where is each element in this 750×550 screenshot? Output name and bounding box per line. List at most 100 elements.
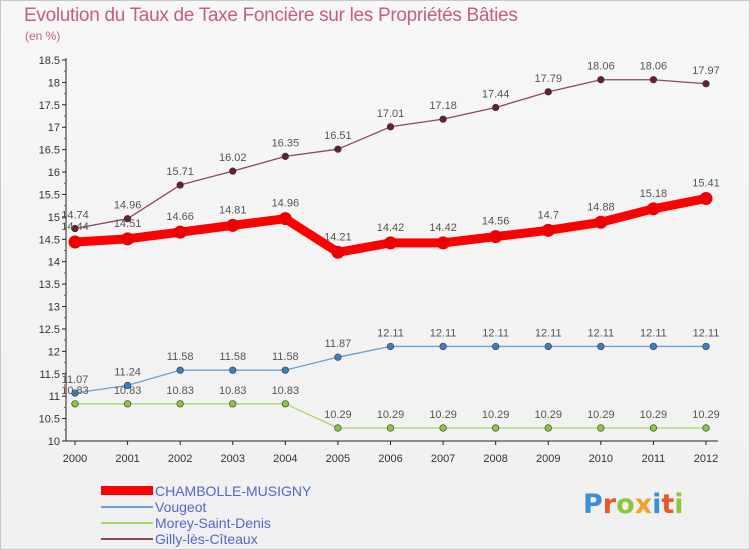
- data-point-morey-saint-denis: [229, 400, 237, 408]
- y-tick-label: 11.5: [39, 369, 60, 381]
- data-point-morey-saint-denis: [439, 424, 447, 432]
- legend-label: Morey-Saint-Denis: [155, 515, 271, 531]
- data-label-gilly-l-s-c-teaux: 17.18: [429, 100, 457, 112]
- data-point-chambolle-musigny: [646, 202, 660, 216]
- data-point-gilly-l-s-c-teaux: [544, 88, 552, 96]
- logo-letter: P: [583, 489, 603, 520]
- logo-letter: o: [616, 489, 635, 520]
- data-point-morey-saint-denis: [386, 424, 395, 432]
- data-label-vougeot: 11.87: [325, 338, 352, 350]
- y-tick-label: 18.5: [39, 55, 60, 67]
- data-label-morey-saint-denis: 10.29: [429, 409, 457, 421]
- data-point-chambolle-musigny: [226, 218, 240, 232]
- data-label-morey-saint-denis: 10.29: [587, 409, 615, 421]
- data-point-gilly-l-s-c-teaux: [702, 80, 710, 88]
- data-label-chambolle-musigny: 14.81: [219, 204, 247, 216]
- y-tick-label: 17.5: [39, 100, 60, 112]
- data-label-chambolle-musigny: 14.44: [61, 221, 89, 233]
- data-label-gilly-l-s-c-teaux: 17.01: [377, 108, 405, 120]
- legend-swatch: [101, 506, 153, 508]
- data-label-gilly-l-s-c-teaux: 16.51: [324, 130, 352, 142]
- y-tick-label: 15.5: [39, 189, 60, 201]
- y-tick-label: 15: [48, 212, 60, 224]
- data-point-vougeot: [649, 342, 658, 351]
- y-tick-label: 13.5: [39, 279, 60, 291]
- data-point-chambolle-musigny: [436, 236, 450, 250]
- data-point-vougeot: [702, 342, 710, 351]
- data-point-gilly-l-s-c-teaux: [597, 76, 605, 84]
- data-label-chambolle-musigny: 14.7: [538, 209, 559, 221]
- data-point-chambolle-musigny: [121, 232, 135, 246]
- y-tick-label: 12.5: [39, 324, 60, 336]
- data-point-chambolle-musigny: [699, 192, 713, 206]
- data-label-vougeot: 12.11: [482, 327, 509, 339]
- data-label-morey-saint-denis: 10.29: [482, 409, 510, 421]
- data-label-gilly-l-s-c-teaux: 18.06: [587, 61, 615, 73]
- data-point-morey-saint-denis: [123, 400, 132, 408]
- data-label-vougeot: 11.58: [272, 351, 299, 363]
- data-label-vougeot: 12.11: [693, 327, 720, 339]
- data-point-vougeot: [597, 342, 605, 351]
- data-label-vougeot: 12.11: [587, 327, 614, 339]
- data-label-morey-saint-denis: 10.29: [534, 409, 562, 421]
- x-tick-label: 2002: [168, 453, 192, 465]
- data-point-chambolle-musigny: [489, 230, 503, 244]
- x-tick-label: 2010: [589, 453, 613, 465]
- y-tick-label: 16.5: [39, 145, 60, 157]
- legend-item-chambolle-musigny: CHAMBOLLE-MUSIGNY: [101, 483, 401, 499]
- data-label-morey-saint-denis: 10.83: [61, 385, 89, 397]
- y-tick-label: 16: [48, 167, 60, 179]
- legend-item-morey-saint-denis: Morey-Saint-Denis: [101, 515, 401, 531]
- x-tick-label: 2012: [694, 453, 718, 465]
- data-point-gilly-l-s-c-teaux: [439, 115, 447, 123]
- data-point-morey-saint-denis: [492, 424, 500, 432]
- data-label-chambolle-musigny: 14.56: [482, 216, 510, 228]
- y-tick-label: 14.5: [39, 234, 60, 246]
- data-label-chambolle-musigny: 14.66: [166, 211, 194, 223]
- data-point-gilly-l-s-c-teaux: [334, 145, 342, 153]
- data-label-chambolle-musigny: 15.18: [640, 188, 668, 200]
- legend-label: CHAMBOLLE-MUSIGNY: [155, 483, 312, 499]
- data-point-morey-saint-denis: [597, 424, 605, 432]
- data-label-gilly-l-s-c-teaux: 17.79: [534, 73, 562, 85]
- y-tick-label: 11: [49, 391, 60, 403]
- data-point-chambolle-musigny: [68, 235, 82, 249]
- series-lines: [68, 76, 713, 432]
- legend-label: Gilly-lès-Cîteaux: [155, 531, 258, 547]
- legend-swatch: [101, 486, 153, 495]
- data-point-morey-saint-denis: [281, 400, 289, 408]
- data-labels: 11.07 11.24 11.58 11.58 11.58 11.87 12.11 12.11…: [61, 61, 720, 421]
- data-point-chambolle-musigny: [278, 212, 292, 226]
- data-point-gilly-l-s-c-teaux: [281, 152, 289, 160]
- data-point-gilly-l-s-c-teaux: [649, 76, 658, 84]
- data-point-morey-saint-denis: [334, 424, 342, 432]
- data-label-morey-saint-denis: 10.29: [324, 409, 352, 421]
- data-label-vougeot: 12.11: [430, 327, 457, 339]
- data-point-gilly-l-s-c-teaux: [71, 224, 79, 233]
- data-label-morey-saint-denis: 10.83: [114, 385, 142, 397]
- data-point-vougeot: [123, 381, 132, 390]
- data-point-morey-saint-denis: [702, 424, 710, 432]
- data-point-gilly-l-s-c-teaux: [386, 123, 395, 131]
- logo-letter: i: [652, 489, 662, 520]
- y-tick-label: 12: [48, 346, 60, 358]
- data-label-chambolle-musigny: 14.51: [114, 218, 142, 230]
- y-tick-label: 10: [48, 436, 60, 448]
- data-point-gilly-l-s-c-teaux: [492, 103, 500, 112]
- data-label-morey-saint-denis: 10.83: [219, 385, 247, 397]
- data-label-chambolle-musigny: 14.21: [324, 231, 352, 243]
- proxiti-logo[interactable]: Proxiti: [583, 489, 684, 520]
- data-label-chambolle-musigny: 14.42: [429, 222, 457, 234]
- y-tick-label: 10.5: [39, 414, 60, 426]
- legend-label: Vougeot: [155, 499, 207, 515]
- data-point-chambolle-musigny: [173, 225, 187, 239]
- legend-item-vougeot: Vougeot: [101, 499, 401, 515]
- x-tick-label: 2005: [326, 453, 350, 465]
- data-label-chambolle-musigny: 14.88: [587, 201, 615, 213]
- data-label-vougeot: 12.11: [535, 327, 562, 339]
- legend-swatch: [101, 522, 153, 524]
- data-point-chambolle-musigny: [331, 245, 345, 259]
- data-point-vougeot: [492, 342, 500, 351]
